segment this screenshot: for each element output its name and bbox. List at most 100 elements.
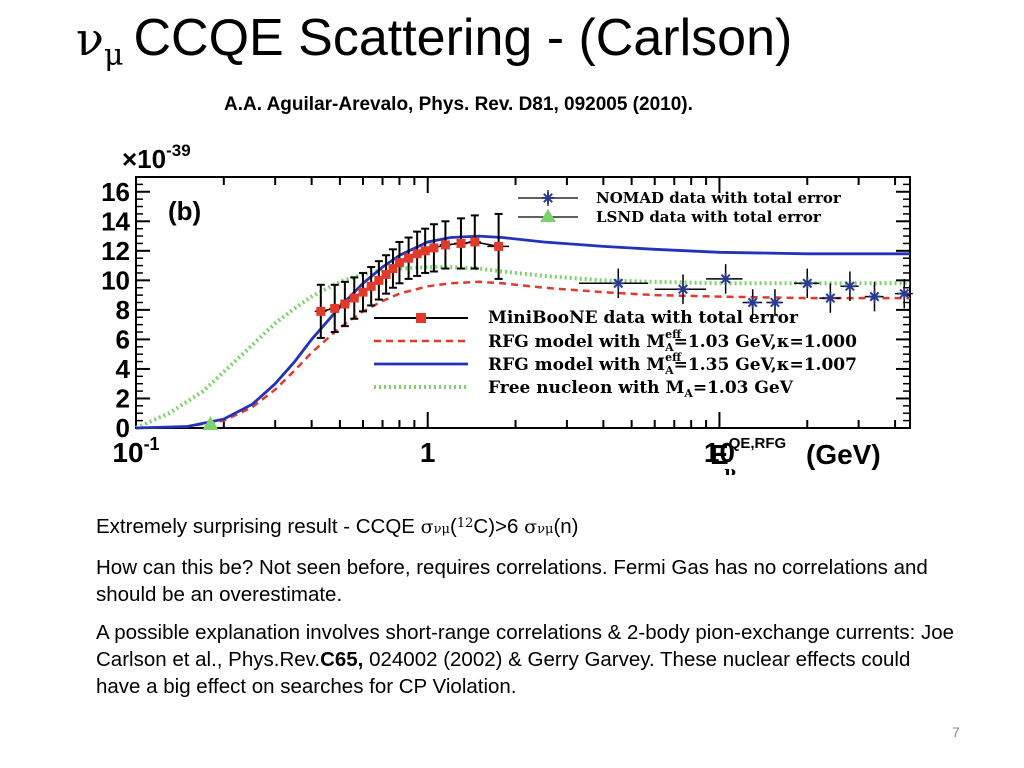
y-multiplier-base: ×10 [122,144,166,174]
legend-text-a: Free nucleon with M [488,378,684,398]
bullet-3-volume: C65, [320,648,364,671]
y-tick-label: 6 [116,324,130,354]
x-tick-base: 1 [420,437,436,468]
y-tick-label: 12 [101,236,130,266]
citation: A.A. Aguilar-Arevalo, Phys. Rev. D81, 09… [224,94,693,115]
y-tick-label: 4 [116,354,131,384]
legend-text-c: =1.007 [789,355,856,375]
miniboone-point [429,243,439,253]
legend-text-sub: A [664,341,674,354]
legend-text-b: =1.03 GeV, [674,332,777,352]
x-axis-label-unit: (GeV) [806,439,881,470]
x-tick-base: 10 [704,437,735,468]
legend-nomad-text: NOMAD data with total error [596,189,842,207]
panel-label: (b) [168,196,201,226]
nomad-point [676,283,689,296]
legend-free-text: Free nucleon with MA=1.03 GeV [488,378,794,400]
bullet-1-sub: νμ [433,522,451,537]
lsnd-point [202,416,219,430]
x-axis-label-sup: QE,RFG [729,435,787,452]
nomad-star-stroke [747,297,758,308]
nomad-star-stroke [844,281,855,292]
legend-text-kappa: κ [777,355,790,375]
nomad-star-stroke [770,297,780,308]
x-tick-label: 1 [420,437,436,468]
nomad-point [612,277,625,290]
y-multiplier: ×10-39 [122,141,191,174]
miniboone-point [358,287,368,297]
miniboone-point [349,293,359,303]
y-tick-label: 8 [116,295,130,325]
nomad-point [719,272,732,285]
nomad-point [746,296,759,309]
legend-text-c: =1.000 [789,332,857,352]
miniboone-point [330,303,340,313]
bullet-1-mid: C)>6 [473,515,525,538]
nomad-star-stroke [869,291,880,302]
bullet-1-sigma: σ [420,516,434,538]
y-tick-label: 0 [116,413,130,443]
bullet-3: A possible explanation involves short-ra… [96,619,956,700]
x-axis-label-base: E [710,439,729,470]
legend-text-sup: eff [665,351,682,364]
slide-title: νμ CCQE Scattering - (Carlson) [76,6,792,88]
legend-text-sup: eff [665,328,682,341]
x-tick-label: 10-1 [112,434,159,468]
y-multiplier-exp: -39 [166,141,191,160]
miniboone-point [316,306,326,316]
nomad-star-stroke [802,278,813,289]
bullet-1-end: n) [560,515,579,538]
bullet-2: How can this be? Not seen before, requir… [96,556,928,606]
title-text: CCQE Scattering - (Carlson) [133,9,793,67]
legend-nomad-marker [542,192,554,204]
bullet-list: Extremely surprising result - CCQE σνμ(1… [96,510,956,711]
legend-lsnd-text: LSND data with total error [596,208,822,226]
nomad-star-stroke [825,293,836,303]
legend-text-b: =1.35 GeV, [674,355,777,375]
miniboone-point [388,264,398,274]
x-tick-base: 10 [112,437,143,468]
bullet-3-post: 024002 (2002) & Gerry Garvey. These nucl… [96,648,911,698]
nomad-point [868,290,881,303]
miniboone-point [374,275,384,285]
legend-text-a: RFG model with M [488,355,665,375]
bullet-3-pre: A possible explanation involves short-ra… [96,621,955,671]
miniboone-point [340,299,350,309]
nomad-point [801,277,814,290]
legend-miniboone-text: MiniBooNE data with total error [488,308,799,328]
legend-text-sub: A [683,387,693,400]
legend-text-b: =1.03 GeV [693,378,794,398]
legend-miniboone-marker [416,313,426,323]
nomad-point [898,287,911,300]
x-axis-label-sub: ν [724,463,736,475]
x-tick-label: 10 [704,437,735,468]
nomad-point [824,292,837,305]
bullet-1-isotope: 12 [456,516,474,531]
bullet-1-sub2: νμ [537,522,554,537]
nomad-star-stroke [613,278,624,289]
y-tick-label: 10 [101,265,130,295]
legend-text-sub: A [664,364,674,377]
title-mu-subscript: μ [103,38,124,73]
x-tick-exp: -1 [144,434,160,454]
page-number: 7 [952,724,960,740]
bullet-1-sigma2: σ [524,516,538,538]
nomad-point [843,280,856,293]
miniboone-point [420,246,430,256]
miniboone-point [456,238,466,248]
legend-rfg103-text: RFG model with Meff A=1.03 GeV,κ=1.000 [488,328,857,354]
y-tick-label: 16 [101,177,130,207]
miniboone-point [494,241,504,251]
bullet-1: Extremely surprising result - CCQE σνμ(1… [96,510,956,543]
legend-lsnd-marker [540,209,556,222]
x-axis-label: EQE,RFG ν (GeV) [710,435,881,475]
miniboone-point [366,281,376,291]
legend-text-a: RFG model with M [488,332,665,352]
title-nu-symbol: ν [76,12,104,66]
series-rfg103-line [135,280,910,430]
cross-section-chart: 0 2 4 6 8 10 12 14 16 10-1 1 10 ×10-39 (b) EQE,RFG ν(Ge… [90,140,920,475]
nomad-star-stroke [899,288,910,299]
nomad-star-stroke [543,193,553,203]
y-tick-label: 14 [101,206,130,236]
